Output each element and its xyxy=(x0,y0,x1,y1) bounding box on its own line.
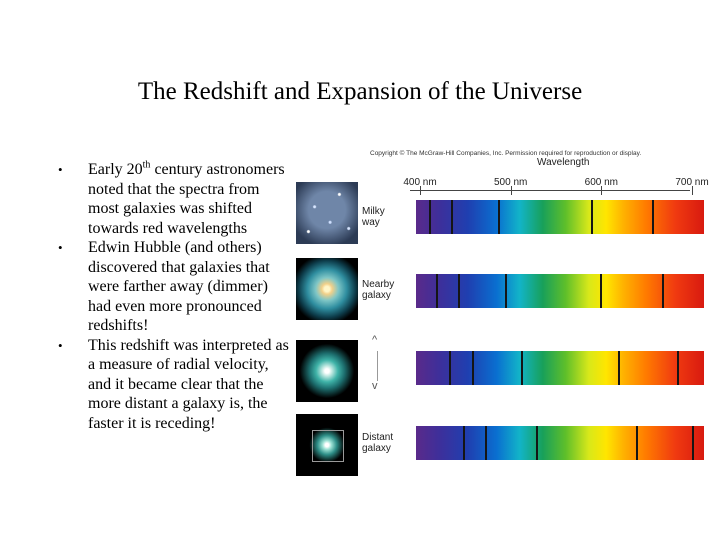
wavelength-tick-label: 400 nm xyxy=(403,177,437,188)
arrow-down-icon: v xyxy=(372,380,378,392)
copyright-notice: Copyright © The McGraw-Hill Companies, I… xyxy=(370,150,642,157)
wavelength-tick-label: 700 nm xyxy=(675,177,709,188)
wavelength-tick xyxy=(510,186,512,195)
absorption-line xyxy=(635,426,638,460)
absorption-line xyxy=(429,200,432,234)
milky-way-image xyxy=(296,182,358,244)
slide-title: The Redshift and Expansion of the Univer… xyxy=(137,78,583,105)
absorption-line xyxy=(505,274,508,308)
label-line: way xyxy=(362,217,380,228)
label-line: Nearby xyxy=(362,279,395,290)
absorption-line xyxy=(471,351,474,385)
absorption-line xyxy=(450,200,453,234)
bullet-item: • This redshift was interpreted as a mea… xyxy=(58,336,290,434)
bullet-item: • Early 20th century astronomers noted t… xyxy=(58,160,290,238)
wavelength-tick xyxy=(692,186,693,195)
bullet-text-pre: Early 20 xyxy=(88,161,143,178)
absorption-line xyxy=(497,200,500,234)
arrow-stem xyxy=(377,351,378,381)
arrow-up-icon: ^ xyxy=(372,334,378,346)
absorption-line xyxy=(652,200,655,234)
absorption-line xyxy=(600,274,603,308)
redshift-figure: Copyright © The McGraw-Hill Companies, I… xyxy=(292,146,712,476)
bullet-text-sup: th xyxy=(142,159,151,171)
wavelength-tick xyxy=(601,186,603,195)
absorption-line xyxy=(536,426,539,460)
galaxy-label-milky-way: Milky way xyxy=(362,206,385,228)
absorption-line xyxy=(458,274,461,308)
wavelength-axis-title: Wavelength xyxy=(537,157,590,168)
absorption-line xyxy=(462,426,465,460)
spectrum-distant-galaxy xyxy=(416,426,704,460)
galaxy-label-nearby: Nearby galaxy xyxy=(362,279,394,301)
bullet-dot: • xyxy=(58,240,63,255)
label-line: galaxy xyxy=(362,443,391,454)
distant-galaxy-image xyxy=(296,414,358,476)
spectrum-intermediate-galaxy xyxy=(416,351,704,385)
absorption-line xyxy=(485,426,488,460)
wavelength-tick xyxy=(420,186,421,195)
bullet-text-post: century astronomers noted that the spect… xyxy=(88,161,285,237)
absorption-line xyxy=(436,274,439,308)
bullet-dot: • xyxy=(58,162,63,177)
label-line: Milky xyxy=(362,206,385,217)
bullet-dot: • xyxy=(58,337,63,353)
absorption-line xyxy=(617,351,620,385)
absorption-line xyxy=(520,351,523,385)
absorption-line xyxy=(449,351,451,385)
bullet-text: Edwin Hubble (and others) discovered tha… xyxy=(88,239,270,334)
bullet-text: This redshift was interpreted as a measu… xyxy=(88,336,289,432)
spectrum-milky-way xyxy=(416,200,704,234)
distant-galaxy-frame xyxy=(312,430,344,462)
galaxy-label-distant: Distant galaxy xyxy=(362,432,393,454)
bullet-list: • Early 20th century astronomers noted t… xyxy=(58,160,290,433)
absorption-line xyxy=(591,200,594,234)
wavelength-tick-label: 600 nm xyxy=(584,177,619,188)
wavelength-axis xyxy=(410,190,690,191)
intermediate-galaxy-image xyxy=(296,340,358,402)
spectrum-nearby-galaxy xyxy=(416,274,704,308)
absorption-line xyxy=(677,351,680,385)
label-line: galaxy xyxy=(362,290,391,301)
nearby-galaxy-image xyxy=(296,258,358,320)
absorption-line xyxy=(662,274,665,308)
absorption-line xyxy=(692,426,694,460)
label-line: Distant xyxy=(362,432,394,443)
wavelength-tick-label: 500 nm xyxy=(493,177,528,188)
bullet-item: • Edwin Hubble (and others) discovered t… xyxy=(58,238,290,336)
